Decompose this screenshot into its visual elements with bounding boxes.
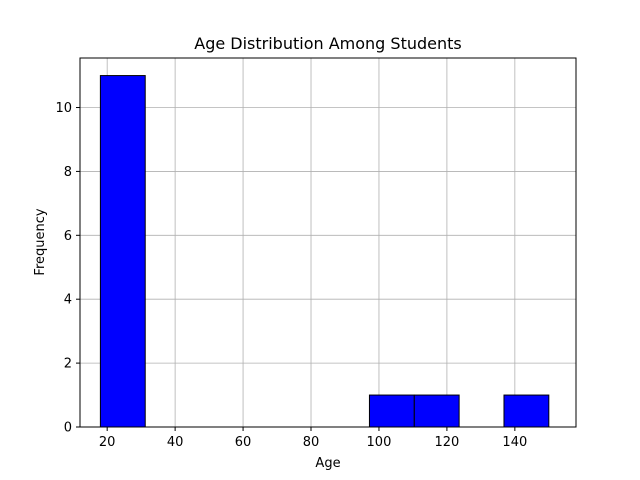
x-axis-label: Age (315, 456, 340, 471)
histogram-bar-6 (368, 394, 415, 428)
axes-frame (79, 57, 577, 428)
y-tick-label: 4 (64, 293, 72, 308)
histogram-bars (99, 75, 550, 428)
x-tick-label: 80 (303, 435, 320, 450)
y-tick-label: 10 (55, 101, 72, 116)
y-tick-label: 0 (64, 421, 72, 436)
chart-title: Age Distribution Among Students (194, 34, 461, 53)
x-tick-label: 40 (167, 435, 184, 450)
x-tick-label: 100 (367, 435, 392, 450)
x-tick-label: 120 (434, 435, 459, 450)
y-axis-label: Frequency (33, 208, 48, 275)
x-tick-label: 60 (235, 435, 252, 450)
histogram-bar-9 (503, 394, 550, 428)
x-tick-label: 20 (99, 435, 116, 450)
y-tick-label: 2 (64, 357, 72, 372)
axis-ticks: 20 40 60 80 100 120 140 0 2 4 6 8 10 (55, 101, 527, 450)
histogram-bar-0 (99, 75, 146, 428)
y-tick-label: 8 (64, 165, 72, 180)
histogram-bar-7 (413, 394, 460, 428)
y-tick-label: 6 (64, 229, 72, 244)
x-tick-label: 140 (502, 435, 527, 450)
